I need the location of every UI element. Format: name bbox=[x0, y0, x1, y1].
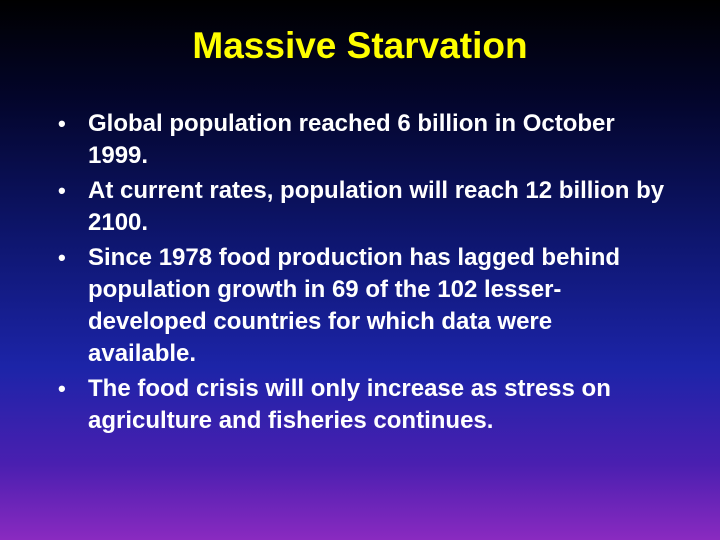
bullet-text: The food crisis will only increase as st… bbox=[88, 375, 611, 434]
bullet-item-1: • Global population reached 6 billion in… bbox=[56, 108, 666, 172]
bullet-item-4: • The food crisis will only increase as … bbox=[56, 373, 666, 437]
bullet-text: Global population reached 6 billion in O… bbox=[88, 110, 615, 169]
slide-title: Massive Starvation bbox=[192, 25, 528, 66]
bullet-item-2: • At current rates, population will reac… bbox=[56, 175, 666, 239]
bullet-text: At current rates, population will reach … bbox=[88, 177, 665, 236]
bullet-dot-icon: • bbox=[58, 376, 66, 401]
bullet-dot-icon: • bbox=[58, 245, 66, 270]
bullet-list: • Global population reached 6 billion in… bbox=[56, 108, 666, 440]
bullet-dot-icon: • bbox=[58, 111, 66, 136]
bullet-text: Since 1978 food production has lagged be… bbox=[88, 244, 621, 367]
bullet-item-3: • Since 1978 food production has lagged … bbox=[56, 242, 666, 370]
bullet-dot-icon: • bbox=[58, 178, 66, 203]
